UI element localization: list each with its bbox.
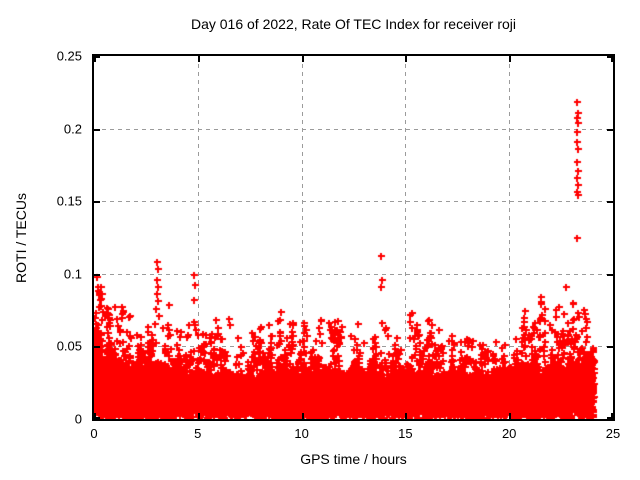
tick-mark — [302, 413, 304, 419]
tick-mark — [611, 413, 613, 419]
tick-mark — [94, 417, 100, 419]
y-tick-label: 0.1 — [63, 266, 82, 282]
tick-mark — [607, 417, 613, 419]
tick-mark — [509, 413, 511, 419]
tick-mark — [94, 413, 96, 419]
tick-mark — [607, 201, 613, 203]
x-tick-label: 10 — [294, 426, 309, 441]
x-axis-label: GPS time / hours — [300, 451, 407, 467]
tick-mark — [94, 56, 96, 62]
x-tick-label: 0 — [90, 426, 98, 441]
tick-mark — [198, 56, 200, 62]
y-axis-label: ROTI / TECUs — [13, 193, 29, 283]
x-tick-label: 20 — [501, 426, 517, 441]
tick-mark — [302, 56, 304, 62]
plot-border — [92, 54, 615, 421]
tick-mark — [611, 56, 613, 62]
tick-mark — [607, 274, 613, 276]
tick-mark — [198, 413, 200, 419]
y-tick-label: 0.25 — [56, 48, 82, 64]
tick-mark — [405, 56, 407, 62]
tick-mark — [94, 274, 100, 276]
plot-area — [94, 56, 613, 419]
tick-mark — [607, 56, 613, 58]
tick-mark — [509, 56, 511, 62]
x-tick-label: 15 — [398, 426, 413, 441]
tick-mark — [94, 129, 100, 131]
y-tick-label: 0.05 — [56, 338, 82, 354]
tick-mark — [94, 201, 100, 203]
x-tick-label: 5 — [194, 426, 202, 441]
tick-mark — [607, 129, 613, 131]
x-tick-label: 25 — [605, 426, 621, 441]
chart-title: Day 016 of 2022, Rate Of TEC Index for r… — [190, 16, 516, 32]
tick-mark — [94, 56, 100, 58]
tick-mark — [94, 346, 100, 348]
tick-mark — [607, 346, 613, 348]
y-tick-label: 0.2 — [63, 121, 82, 137]
y-tick-label: 0 — [74, 411, 82, 427]
y-tick-label: 0.15 — [56, 193, 82, 209]
tick-mark — [405, 413, 407, 419]
scatter-points — [94, 56, 613, 419]
